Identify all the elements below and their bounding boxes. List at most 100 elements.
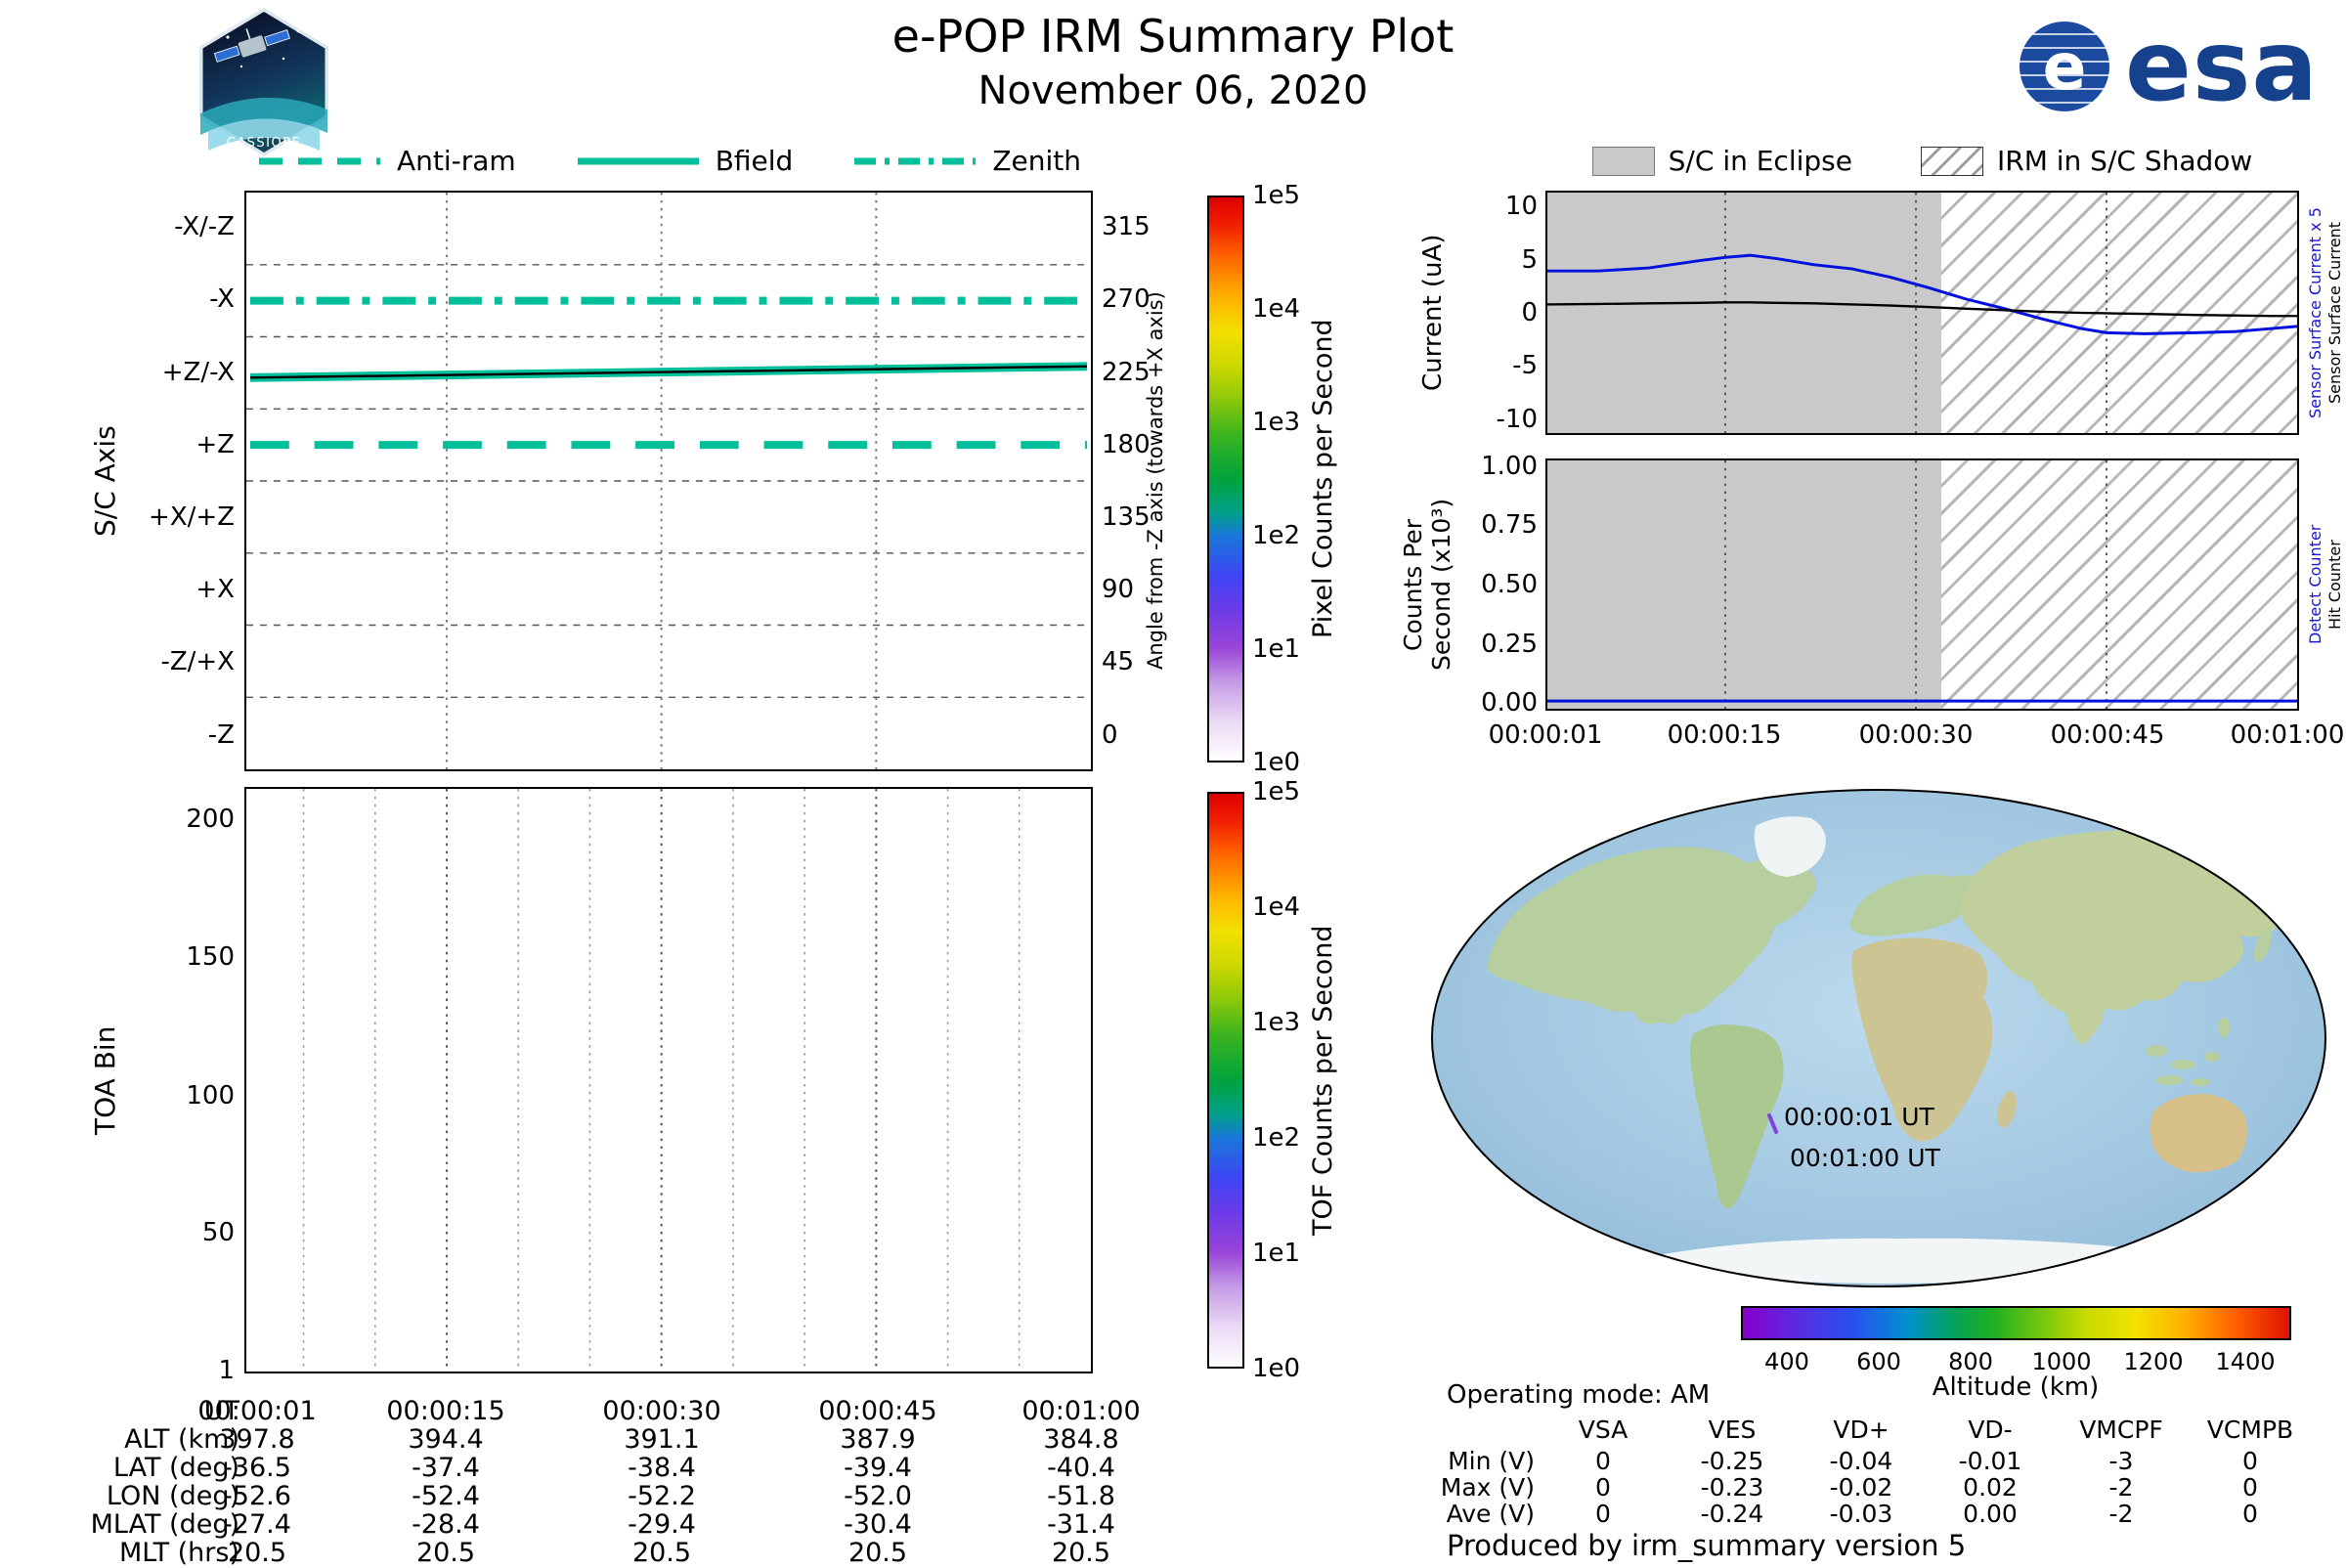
angle-tick: 135 bbox=[1102, 502, 1151, 532]
ephemeris-cell: -39.4 bbox=[844, 1453, 912, 1483]
current-right-label-black: Sensor Surface Current bbox=[2325, 221, 2344, 405]
ephemeris-row-lon: LON (deg) -52.6 -52.4 -52.2 -52.0 -51.8 bbox=[0, 1481, 1212, 1511]
angle-axis-label: Angle from -Z axis (towards +X axis) bbox=[1144, 291, 1167, 671]
angle-tick: 0 bbox=[1102, 720, 1118, 750]
pixel-cbar-label: Pixel Counts per Second bbox=[1308, 319, 1338, 639]
legend-label: Bfield bbox=[715, 145, 794, 177]
hit-counter-ytick: 0.50 bbox=[1481, 570, 1538, 599]
pixel-cbar-tick: 1e2 bbox=[1252, 521, 1301, 550]
legend-label: IRM in S/C Shadow bbox=[1996, 145, 2253, 177]
voltage-cell: -0.23 bbox=[1700, 1473, 1764, 1502]
angle-tick: 90 bbox=[1102, 575, 1135, 604]
ephemeris-row-label: UT bbox=[203, 1396, 239, 1426]
sc-axis-legend: Anti-ram Bfield Zenith bbox=[244, 145, 1093, 177]
hit-counter-ytick: 1.00 bbox=[1481, 452, 1538, 481]
ephemeris-row-mlt: MLT (hrs) 20.5 20.5 20.5 20.5 20.5 bbox=[0, 1538, 1212, 1568]
voltage-cell: -0.02 bbox=[1829, 1473, 1893, 1502]
legend-item-anti-ram: Anti-ram bbox=[256, 145, 516, 177]
esa-wordmark: esa bbox=[2125, 9, 2319, 123]
hit-counter-right-label-blue: Detect Counter bbox=[2306, 524, 2324, 645]
voltage-cell: -2 bbox=[2108, 1500, 2134, 1528]
sc-ytick: -Z/+X bbox=[160, 647, 235, 676]
produced-by-footer: Produced by irm_summary version 5 bbox=[1447, 1529, 1967, 1562]
toa-plot-canvas bbox=[302, 789, 1021, 1372]
hit-counter-ytick: 0.25 bbox=[1481, 630, 1538, 659]
tof-cbar-tick: 1e2 bbox=[1252, 1123, 1301, 1153]
angle-tick: 270 bbox=[1102, 284, 1151, 314]
sc-ytick: +Z bbox=[196, 430, 235, 459]
voltage-col-header: VSA bbox=[1578, 1416, 1629, 1444]
angle-tick: 315 bbox=[1102, 212, 1151, 241]
ephemeris-cell: 00:00:30 bbox=[602, 1396, 721, 1426]
legend-label: Anti-ram bbox=[396, 145, 516, 177]
voltage-cell: 0 bbox=[1595, 1473, 1611, 1502]
voltage-cell: -0.04 bbox=[1829, 1447, 1893, 1475]
toa-ytick: 1 bbox=[218, 1356, 235, 1385]
toa-ytick: 200 bbox=[186, 805, 235, 834]
altitude-tick: 1200 bbox=[2123, 1348, 2184, 1375]
ephemeris-cell: 391.1 bbox=[624, 1424, 700, 1455]
ephemeris-cell: -52.2 bbox=[628, 1481, 696, 1511]
tof-cbar-tick: 1e4 bbox=[1252, 893, 1301, 922]
esa-globe-icon: e bbox=[2020, 22, 2109, 111]
cassiope-mission-patch: CASSIOPE bbox=[191, 8, 337, 156]
hit-counter-right-label-black: Hit Counter bbox=[2325, 540, 2344, 630]
sensor-current-plot bbox=[1545, 191, 2299, 435]
time-xtick: 00:01:00 bbox=[2230, 720, 2345, 750]
ephemeris-row-ut: UT 00:00:01 00:00:15 00:00:30 00:00:45 0… bbox=[0, 1396, 1212, 1426]
page-date: November 06, 2020 bbox=[978, 68, 1368, 113]
toa-ylabel: TOA Bin bbox=[89, 1025, 121, 1135]
current-ytick: -5 bbox=[1512, 351, 1538, 380]
ephemeris-cell: 20.5 bbox=[631, 1538, 692, 1568]
ephemeris-cell: 00:00:45 bbox=[818, 1396, 937, 1426]
voltage-cell: 0 bbox=[2242, 1447, 2258, 1475]
esa-logo: e esa bbox=[2020, 9, 2319, 123]
ephemeris-cell: 20.5 bbox=[415, 1538, 476, 1568]
ephemeris-cell: 00:00:01 bbox=[197, 1396, 317, 1426]
voltage-cell: -3 bbox=[2108, 1447, 2134, 1475]
ground-track-map: 00:00:01 UT 00:01:00 UT bbox=[1431, 789, 2326, 1287]
eclipse-shading bbox=[1547, 460, 1941, 709]
altitude-tick: 800 bbox=[1948, 1348, 1993, 1375]
time-xtick: 00:00:45 bbox=[2050, 720, 2165, 750]
current-right-label-blue: Sensor Surface Current x 5 bbox=[2306, 207, 2324, 418]
legend-item-eclipse: S/C in Eclipse bbox=[1591, 145, 1852, 177]
current-ylabel: Current (uA) bbox=[1418, 234, 1448, 392]
time-xtick: 00:00:15 bbox=[1667, 720, 1782, 750]
sc-axis-plot-canvas bbox=[246, 193, 1091, 769]
tof-cbar-label: TOF Counts per Second bbox=[1308, 925, 1338, 1236]
ephemeris-cell: -31.4 bbox=[1047, 1509, 1115, 1540]
ephemeris-cell: -40.4 bbox=[1047, 1453, 1115, 1483]
legend-label: S/C in Eclipse bbox=[1668, 145, 1852, 177]
sc-ytick: -X/-Z bbox=[174, 212, 235, 241]
altitude-colorbar bbox=[1741, 1306, 2291, 1340]
ephemeris-cell: 397.8 bbox=[219, 1424, 295, 1455]
current-ytick: 10 bbox=[1504, 192, 1538, 221]
operating-mode: Operating mode: AM bbox=[1447, 1380, 1711, 1410]
shadow-legend: S/C in Eclipse IRM in S/C Shadow bbox=[1545, 145, 2299, 177]
ephemeris-row-mlat: MLAT (deg) -27.4 -28.4 -29.4 -30.4 -31.4 bbox=[0, 1509, 1212, 1540]
pixel-cbar-tick: 1e3 bbox=[1252, 408, 1301, 437]
voltage-cell: 0.02 bbox=[1963, 1473, 2018, 1502]
pixel-cbar-tick: 1e0 bbox=[1252, 748, 1301, 777]
voltage-col-header: VCMPB bbox=[2206, 1416, 2294, 1444]
voltage-cell: -0.25 bbox=[1700, 1447, 1764, 1475]
tof-cbar-tick: 1e3 bbox=[1252, 1008, 1301, 1037]
angle-tick: 180 bbox=[1102, 430, 1151, 459]
voltage-cell: -2 bbox=[2108, 1473, 2134, 1502]
bfield-line-sample-icon bbox=[577, 157, 699, 164]
map-annotation-end: 00:01:00 UT bbox=[1790, 1144, 1941, 1172]
voltage-cell: 0 bbox=[2242, 1500, 2258, 1528]
eclipse-swatch-icon bbox=[1591, 146, 1655, 176]
voltage-col-header: VD- bbox=[1968, 1416, 2013, 1444]
toa-ytick: 50 bbox=[201, 1218, 235, 1247]
hit-counter-plot bbox=[1545, 458, 2299, 711]
voltage-col-header: VES bbox=[1708, 1416, 1757, 1444]
altitude-tick: 1000 bbox=[2031, 1348, 2092, 1375]
altitude-colorbar-label: Altitude (km) bbox=[1932, 1372, 2100, 1402]
irm-shadow-shading bbox=[1940, 460, 2297, 709]
ephemeris-row-label: LON (deg) bbox=[106, 1481, 239, 1511]
voltage-col-header: VMCPF bbox=[2079, 1416, 2163, 1444]
zenith-line-sample-icon bbox=[854, 157, 977, 164]
ephemeris-cell: 00:01:00 bbox=[1021, 1396, 1141, 1426]
